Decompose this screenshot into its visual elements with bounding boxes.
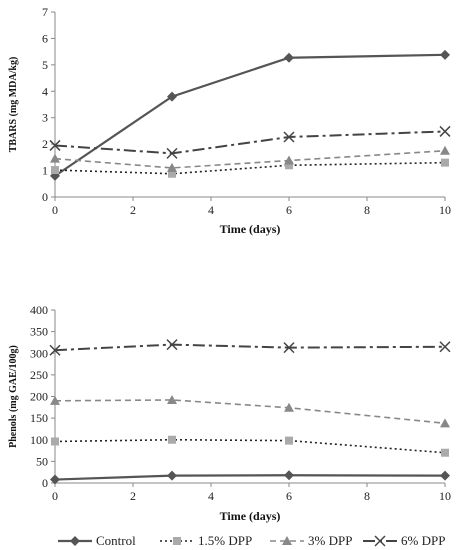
data-point-control	[284, 470, 294, 481]
series-line-1-5pct-dpp	[54, 438, 446, 454]
series-line-1-5pct-dpp	[54, 161, 446, 175]
legend-marker-3pct-dpp	[282, 536, 292, 545]
y-tick-label: 200	[30, 390, 48, 404]
y-tick-label: 3	[42, 111, 48, 125]
y-tick-label: 350	[30, 325, 48, 339]
y-tick-label: 250	[30, 368, 48, 382]
legend-marker-6pct-dpp	[374, 535, 386, 547]
x-tick-label: 6	[286, 203, 292, 217]
y-tick-label: 1	[42, 164, 48, 178]
data-point-control	[440, 49, 450, 60]
data-point-6pct-dpp	[283, 342, 295, 354]
data-point-3pct-dpp	[284, 155, 294, 165]
data-point-6pct-dpp-stroke-b	[49, 344, 61, 356]
legend: Control 1.5% DPP 3% DPP 6% DPP	[58, 533, 445, 548]
data-point-6pct-dpp	[439, 125, 451, 137]
data-point-3pct-dpp	[284, 402, 294, 412]
series-line-3pct-dpp	[54, 399, 446, 425]
data-point-3pct-dpp	[167, 162, 177, 172]
legend-marker-control	[70, 536, 80, 546]
y-tick-label: 2	[42, 137, 48, 151]
data-point-6pct-dpp	[49, 139, 61, 151]
legend-label-1-5pct-dpp: 1.5% DPP	[198, 533, 252, 548]
x-tick-label: 8	[364, 489, 370, 503]
x-tick-label: 0	[52, 203, 58, 217]
x-tick-label: 2	[130, 203, 136, 217]
data-point-control	[167, 91, 177, 102]
x-tick-label: 8	[364, 203, 370, 217]
data-point-3pct-dpp	[440, 418, 450, 428]
y-tick-label: 50	[36, 454, 48, 468]
data-point-3pct-dpp	[50, 395, 60, 405]
data-point-6pct-dpp-stroke-b	[166, 147, 178, 159]
y-tick-label: 0	[42, 476, 48, 490]
y-tick-label: 150	[30, 411, 48, 425]
data-point-3pct-dpp	[440, 145, 450, 155]
data-point-6pct-dpp-stroke-b	[283, 131, 295, 143]
data-point-control	[284, 52, 294, 63]
legend-label-3pct-dpp: 3% DPP	[308, 533, 352, 548]
data-point-6pct-dpp-stroke-b	[166, 339, 178, 351]
data-point-6pct-dpp-stroke-b	[439, 341, 451, 353]
x-tick-label: 10	[439, 203, 451, 217]
data-point-6pct-dpp	[49, 344, 61, 356]
x-tick-label: 0	[52, 489, 58, 503]
y-tick-label: 400	[30, 303, 48, 317]
y-tick-label: 4	[42, 84, 48, 98]
tbars-chart: 0 1 2 3 4 5 6 7 0 2 4 6 8 10 Time (days) TBARS (mg MDA/…	[8, 5, 451, 236]
x-tick-label: 4	[208, 489, 214, 503]
x-tick-label: 2	[130, 489, 136, 503]
data-point-control	[50, 474, 60, 485]
data-point-1-5pct-dpp	[285, 161, 293, 170]
x-axis-title: Time (days)	[220, 509, 281, 523]
y-tick-label: 300	[30, 346, 48, 360]
data-point-control	[167, 470, 177, 481]
x-axis-title: Time (days)	[220, 222, 281, 236]
y-axis-title: Phenols (mg GAE/100g)	[8, 345, 19, 448]
data-point-control	[440, 470, 450, 481]
series-line-3pct-dpp	[54, 149, 446, 169]
legend-label-6pct-dpp: 6% DPP	[401, 533, 445, 548]
y-axis-title: TBARS (mg MDA/kg)	[8, 57, 19, 153]
data-point-6pct-dpp	[166, 339, 178, 351]
data-point-1-5pct-dpp	[285, 436, 293, 445]
y-tick-label: 0	[42, 190, 48, 204]
data-point-1-5pct-dpp	[168, 435, 176, 444]
legend-label-control: Control	[96, 533, 136, 548]
data-point-6pct-dpp	[166, 147, 178, 159]
data-point-6pct-dpp	[283, 131, 295, 143]
series-line-6pct-dpp	[54, 130, 446, 155]
legend-marker-6pct-dpp-stroke-b	[374, 535, 386, 547]
data-point-1-5pct-dpp	[168, 169, 176, 178]
series-line-control	[54, 53, 446, 177]
data-point-6pct-dpp	[439, 341, 451, 353]
data-point-1-5pct-dpp	[441, 158, 449, 167]
series-line-control	[54, 474, 446, 481]
data-point-6pct-dpp-stroke-b	[439, 125, 451, 137]
data-point-3pct-dpp	[50, 153, 60, 163]
data-point-1-5pct-dpp	[51, 437, 59, 446]
y-tick-label: 100	[30, 433, 48, 447]
data-point-1-5pct-dpp	[51, 166, 59, 175]
legend-marker-1-5pct-dpp	[173, 537, 181, 545]
data-point-3pct-dpp	[167, 394, 177, 404]
y-tick-label: 6	[42, 31, 48, 45]
data-point-6pct-dpp-stroke-b	[49, 139, 61, 151]
x-tick-label: 6	[286, 489, 292, 503]
y-tick-label: 5	[42, 58, 48, 72]
y-tick-label: 7	[42, 5, 48, 19]
x-tick-label: 4	[208, 203, 214, 217]
data-point-1-5pct-dpp	[441, 448, 449, 457]
x-tick-label: 10	[439, 489, 451, 503]
data-point-6pct-dpp-stroke-b	[283, 342, 295, 354]
series-line-6pct-dpp	[54, 343, 446, 352]
phenols-chart: 0 50 100 150 200 250 300 350 400 0 2 4 6 8 10 Time (day…	[8, 303, 451, 523]
